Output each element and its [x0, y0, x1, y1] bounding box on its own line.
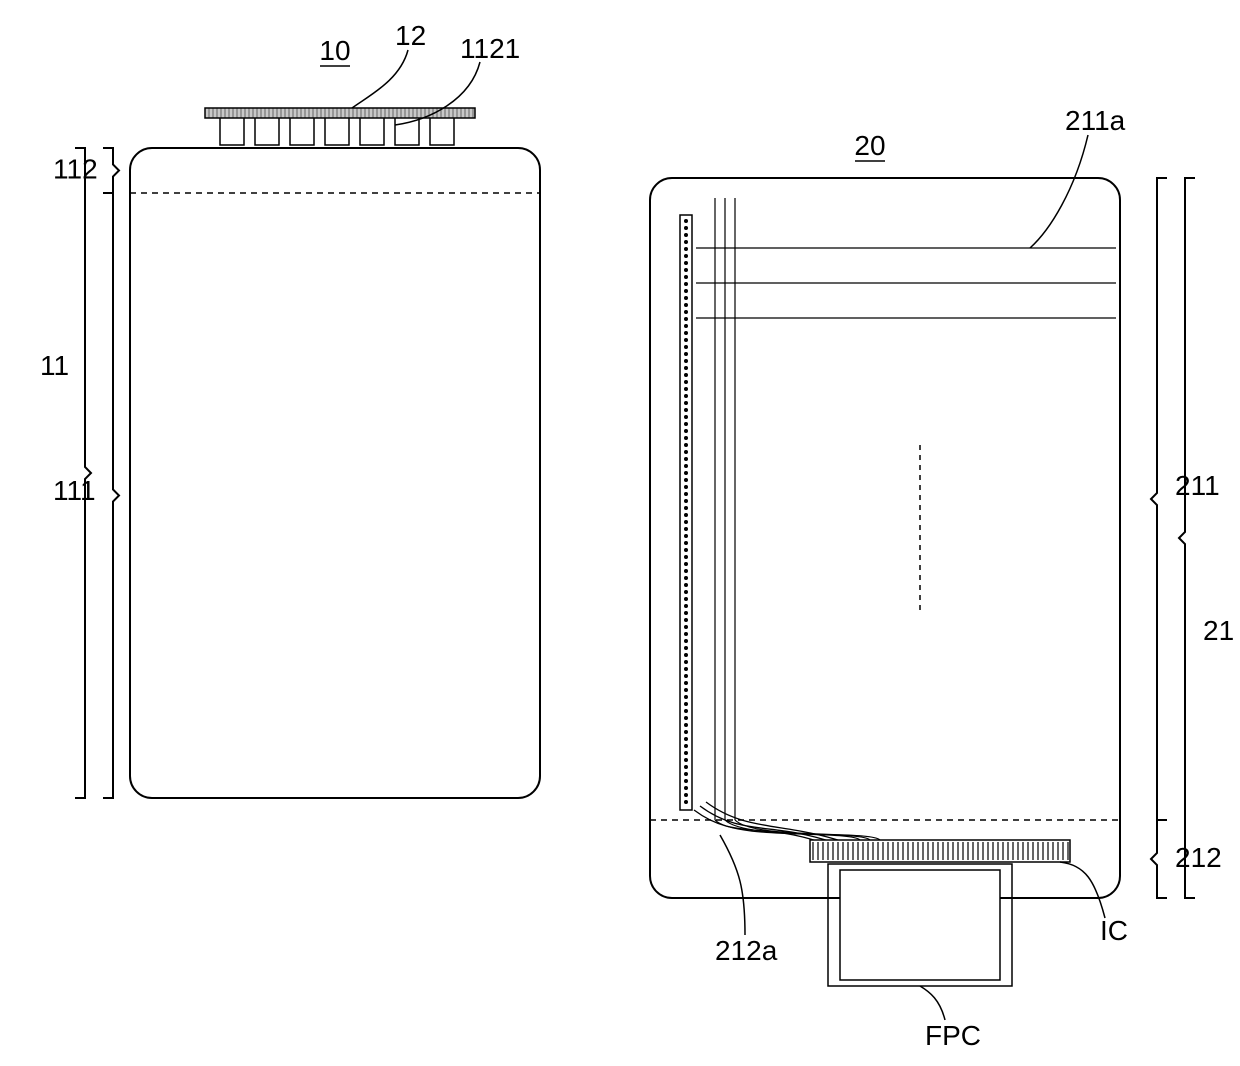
label-20: 20 — [854, 130, 885, 161]
label-12: 12 — [395, 20, 426, 51]
leader-fpc — [920, 986, 945, 1020]
leader-211a — [1030, 135, 1088, 248]
label-1121: 1121 — [460, 33, 520, 64]
diagram-root: 11 112 111 10 12 1121 21 211 212 20 211a 212a IC FPC — [0, 0, 1240, 1066]
label-212a: 212a — [715, 935, 778, 966]
label-11: 11 — [40, 350, 69, 381]
bracket-212 — [1151, 820, 1167, 898]
bracket-21 — [1179, 178, 1195, 898]
dot-column — [680, 215, 692, 810]
bracket-111 — [103, 193, 119, 798]
tooth — [290, 115, 314, 145]
tooth — [255, 115, 279, 145]
label-212: 212 — [1175, 842, 1222, 873]
label-111: 111 — [53, 475, 96, 506]
tooth — [395, 115, 419, 145]
tooth — [325, 115, 349, 145]
leader-ic — [1060, 862, 1105, 918]
tooth — [360, 115, 384, 145]
label-211a: 211a — [1065, 105, 1126, 136]
label-211: 211 — [1175, 470, 1220, 501]
bracket-11 — [75, 148, 91, 798]
leader-212a — [720, 835, 745, 935]
bracket-112 — [103, 148, 119, 193]
fpc-block — [730, 864, 1218, 986]
right-panel — [650, 178, 1120, 898]
tooth — [430, 115, 454, 145]
bracket-211 — [1151, 178, 1167, 820]
leader-12 — [352, 50, 408, 108]
label-10: 10 — [319, 35, 350, 66]
label-21: 21 — [1203, 615, 1234, 646]
vline-to-ic — [715, 820, 860, 840]
label-FPC: FPC — [925, 1020, 981, 1051]
left-panel — [130, 148, 540, 798]
driver-ic — [810, 840, 1070, 862]
label-112: 112 — [53, 154, 98, 185]
tooth — [220, 115, 244, 145]
label-IC: IC — [1100, 915, 1128, 946]
